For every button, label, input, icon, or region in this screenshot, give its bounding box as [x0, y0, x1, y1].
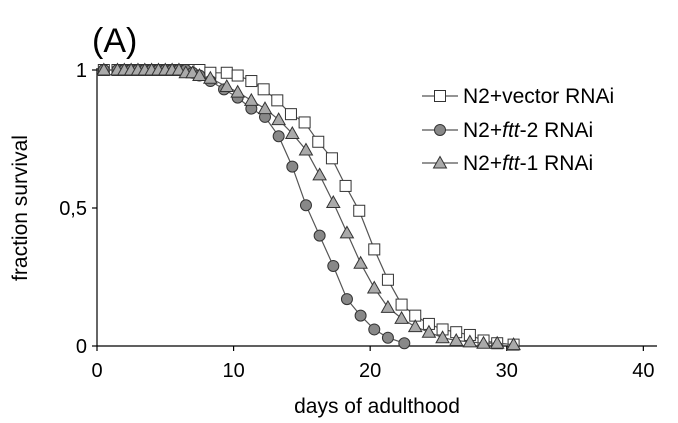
data-point — [219, 79, 235, 93]
data-point — [272, 130, 285, 143]
x-tick-label: 40 — [632, 360, 654, 382]
panel-label: (A) — [92, 22, 137, 60]
data-point — [462, 334, 478, 348]
legend-label: N2+ftt-2 RNAi — [463, 119, 593, 142]
data-point — [298, 116, 311, 129]
data-point — [395, 298, 408, 311]
legend-entry: N2+vector RNAi — [422, 85, 614, 108]
legend-marker — [432, 155, 448, 169]
data-point — [203, 70, 218, 84]
data-point — [398, 337, 411, 350]
data-point — [298, 142, 314, 156]
legend-entry: N2+ftt-1 RNAi — [422, 152, 593, 175]
x-tick-label: 20 — [359, 360, 381, 382]
data-point — [325, 152, 338, 165]
x-tick-label: 30 — [496, 360, 518, 382]
y-tick-label: 0 — [76, 336, 87, 358]
legend-marker — [434, 90, 446, 102]
data-point — [231, 69, 244, 82]
y-tick-label: 1 — [76, 60, 87, 82]
data-point — [354, 309, 367, 322]
data-point — [96, 62, 112, 76]
data-point — [506, 337, 521, 351]
data-point — [366, 280, 382, 294]
data-point — [271, 112, 287, 126]
data-point — [312, 135, 325, 148]
data-point — [284, 108, 297, 121]
data-point — [286, 160, 299, 173]
data-point — [339, 179, 352, 192]
data-point — [448, 332, 464, 346]
data-point — [489, 335, 505, 349]
data-point — [381, 331, 394, 344]
x-tick-label: 0 — [91, 360, 102, 382]
legend-label: N2+vector RNAi — [463, 85, 614, 108]
data-point — [353, 255, 368, 269]
data-point — [271, 94, 284, 107]
axes: 0 10 20 30 40 0 0,5 1 — [59, 60, 657, 382]
data-point — [325, 194, 341, 208]
series-layer — [96, 62, 521, 351]
data-point — [327, 259, 340, 272]
data-point — [312, 167, 327, 181]
data-point — [192, 68, 207, 82]
legend-marker — [434, 124, 446, 136]
data-point — [299, 199, 312, 212]
data-point — [476, 335, 491, 349]
x-tick-label: 10 — [222, 360, 244, 382]
data-point — [284, 125, 300, 139]
data-point — [368, 323, 381, 336]
data-point — [230, 84, 246, 98]
data-point — [353, 204, 366, 217]
data-point — [421, 324, 437, 338]
data-point — [340, 293, 353, 306]
data-point — [220, 66, 233, 79]
data-point — [394, 310, 409, 324]
x-axis-label: days of adulthood — [294, 395, 460, 418]
data-point — [243, 92, 259, 106]
legend: N2+vector RNAi N2+ftt-2 RNAi N2+ftt-1 RNAi — [422, 85, 614, 175]
y-tick-label: 0,5 — [59, 198, 87, 220]
data-point — [368, 243, 381, 256]
series-triangle — [96, 62, 521, 351]
data-point — [435, 330, 450, 344]
y-axis-label: fraction survival — [9, 135, 32, 281]
legend-entry: N2+ftt-2 RNAi — [422, 119, 593, 142]
data-point — [339, 225, 355, 239]
legend-label: N2+ftt-1 RNAi — [463, 152, 593, 175]
data-point — [381, 273, 394, 286]
data-point — [407, 319, 423, 333]
data-point — [313, 229, 326, 242]
data-point — [380, 299, 396, 313]
data-point — [257, 101, 273, 115]
data-point — [257, 83, 270, 96]
data-point — [245, 75, 258, 88]
